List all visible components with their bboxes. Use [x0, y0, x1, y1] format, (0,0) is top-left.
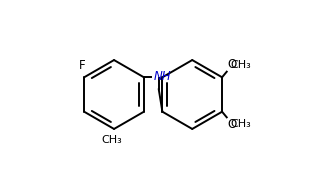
Text: CH₃: CH₃	[230, 119, 251, 129]
Text: CH₃: CH₃	[230, 60, 251, 70]
Text: NH: NH	[154, 70, 172, 83]
Text: O: O	[228, 58, 237, 71]
Text: O: O	[228, 118, 237, 131]
Text: CH₃: CH₃	[102, 135, 122, 145]
Text: F: F	[79, 59, 86, 72]
